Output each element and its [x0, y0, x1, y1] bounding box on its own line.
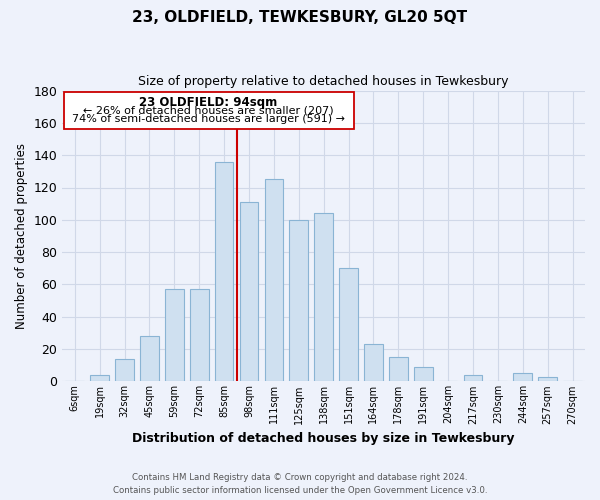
Bar [190, 290, 209, 382]
Bar [115, 359, 134, 382]
Bar [289, 220, 308, 382]
Title: Size of property relative to detached houses in Tewkesbury: Size of property relative to detached ho… [139, 75, 509, 88]
Bar [464, 375, 482, 382]
Text: ← 26% of detached houses are smaller (207): ← 26% of detached houses are smaller (20… [83, 105, 334, 115]
Bar [538, 376, 557, 382]
Bar [140, 336, 159, 382]
Bar [64, 92, 353, 130]
Bar [165, 290, 184, 382]
Bar [414, 367, 433, 382]
Text: 23, OLDFIELD, TEWKESBURY, GL20 5QT: 23, OLDFIELD, TEWKESBURY, GL20 5QT [133, 10, 467, 25]
Text: 74% of semi-detached houses are larger (591) →: 74% of semi-detached houses are larger (… [72, 114, 345, 124]
Bar [265, 180, 283, 382]
Bar [239, 202, 259, 382]
Text: Contains HM Land Registry data © Crown copyright and database right 2024.
Contai: Contains HM Land Registry data © Crown c… [113, 473, 487, 495]
Bar [389, 357, 407, 382]
Bar [364, 344, 383, 382]
Text: 23 OLDFIELD: 94sqm: 23 OLDFIELD: 94sqm [139, 96, 278, 109]
Bar [90, 375, 109, 382]
Bar [215, 162, 233, 382]
Bar [339, 268, 358, 382]
Bar [314, 214, 333, 382]
X-axis label: Distribution of detached houses by size in Tewkesbury: Distribution of detached houses by size … [133, 432, 515, 445]
Y-axis label: Number of detached properties: Number of detached properties [15, 143, 28, 329]
Bar [514, 374, 532, 382]
